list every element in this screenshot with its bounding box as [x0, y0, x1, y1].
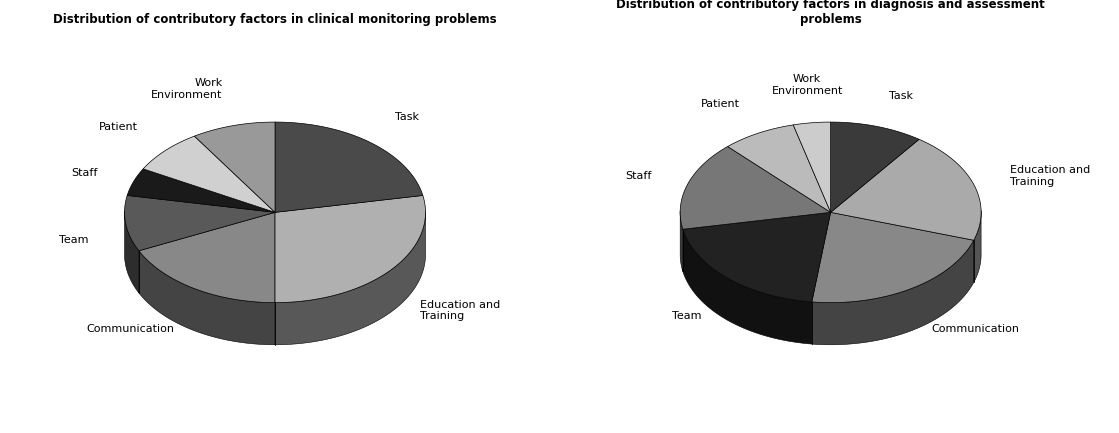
Polygon shape	[974, 210, 981, 282]
Polygon shape	[139, 212, 275, 303]
Polygon shape	[727, 125, 830, 212]
Title: Distribution of contributory factors in diagnosis and assessment
problems: Distribution of contributory factors in …	[617, 0, 1045, 26]
Polygon shape	[124, 211, 139, 293]
Text: Communication: Communication	[931, 324, 1019, 334]
Text: Education and
Training: Education and Training	[420, 300, 500, 321]
Text: Communication: Communication	[86, 324, 175, 334]
Polygon shape	[830, 122, 919, 212]
Text: Patient: Patient	[700, 100, 740, 110]
Title: Distribution of contributory factors in clinical monitoring problems: Distribution of contributory factors in …	[54, 13, 497, 26]
Polygon shape	[128, 169, 275, 212]
Text: Work
Environment: Work Environment	[151, 78, 223, 100]
Polygon shape	[811, 240, 974, 345]
Polygon shape	[830, 139, 981, 240]
Polygon shape	[195, 122, 275, 212]
Polygon shape	[811, 212, 974, 303]
Text: Team: Team	[673, 310, 702, 320]
Polygon shape	[683, 229, 811, 344]
Text: Staff: Staff	[626, 171, 651, 181]
Polygon shape	[275, 195, 425, 303]
Text: Education and
Training: Education and Training	[1009, 165, 1090, 187]
Polygon shape	[680, 211, 683, 271]
Polygon shape	[275, 211, 425, 345]
Text: Task: Task	[395, 112, 419, 122]
Polygon shape	[143, 136, 275, 212]
Polygon shape	[793, 122, 830, 212]
Polygon shape	[124, 195, 275, 251]
Text: Staff: Staff	[72, 168, 98, 178]
Polygon shape	[275, 122, 423, 212]
Polygon shape	[683, 212, 830, 302]
Polygon shape	[139, 251, 275, 345]
Text: Patient: Patient	[98, 122, 138, 132]
Text: Work
Environment: Work Environment	[771, 74, 843, 96]
Text: Task: Task	[888, 91, 913, 101]
Text: Team: Team	[59, 235, 88, 245]
Polygon shape	[680, 146, 830, 229]
